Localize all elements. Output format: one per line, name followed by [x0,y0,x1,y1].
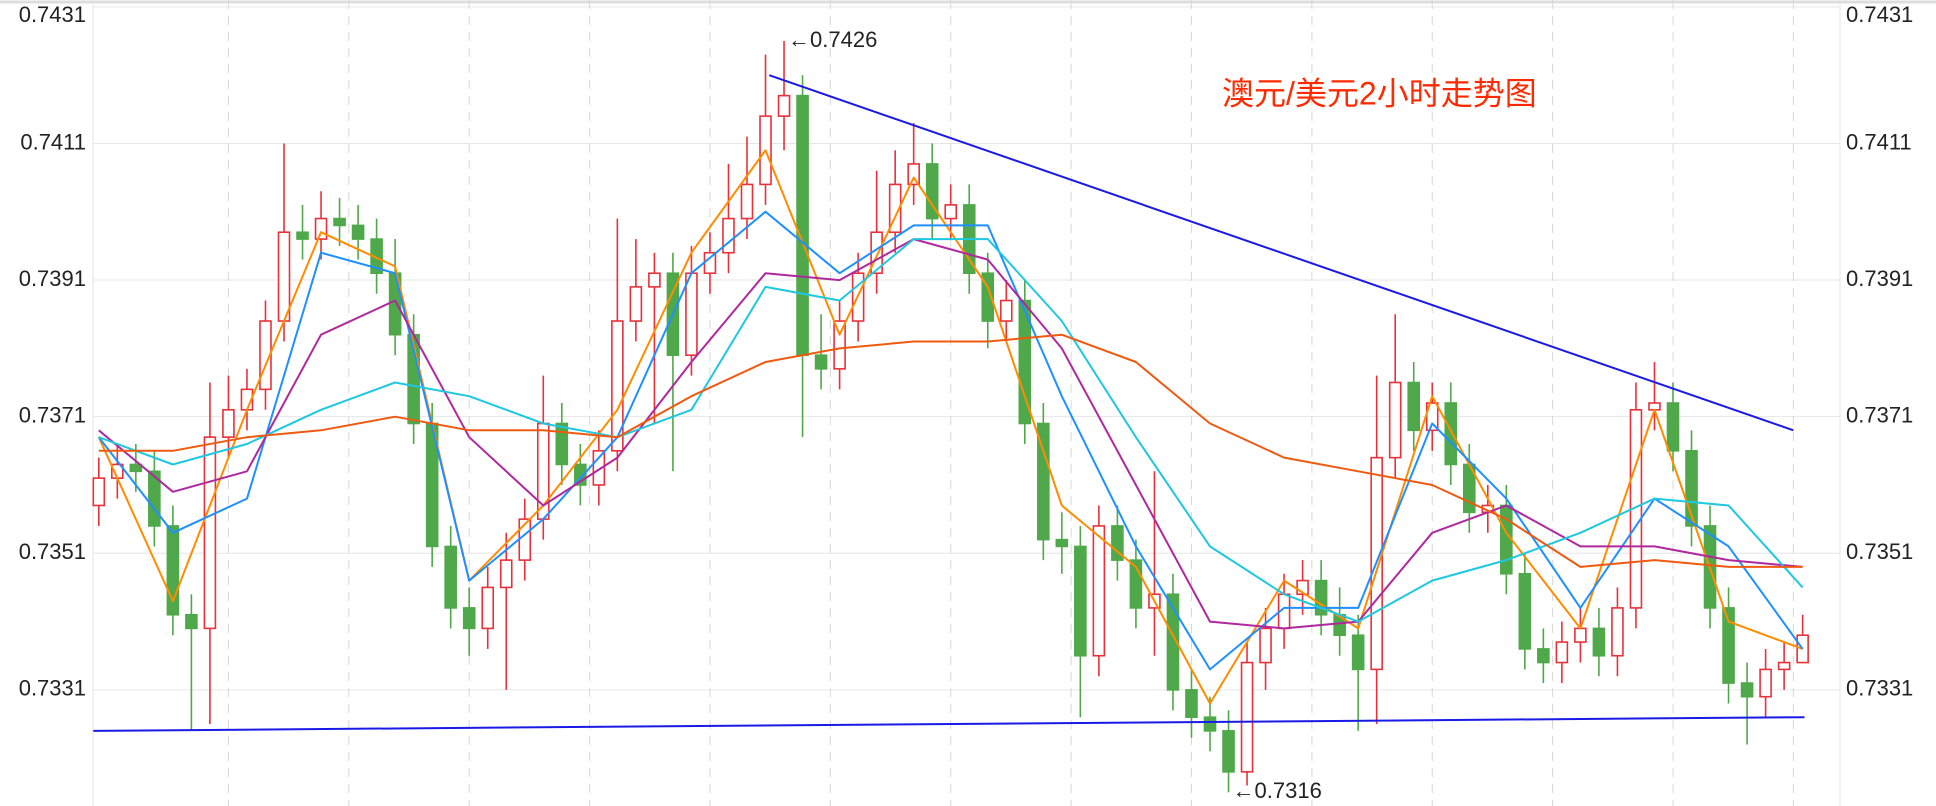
candle-body [999,299,1013,322]
candle-body [1425,402,1439,432]
moving-average-line [97,149,1803,705]
candle-body [1388,381,1402,459]
y-tick-label-left: 0.7351 [19,539,86,564]
trend-line [768,74,1794,432]
candle-body [1759,668,1772,698]
candle-body [333,217,346,227]
candle-body [1537,648,1550,664]
candle-body [1574,627,1587,643]
y-tick-label-left: 0.7371 [19,402,86,427]
candle-body [1296,579,1309,596]
candle-body [351,224,365,240]
candle-body [981,272,995,322]
candle-body [1203,716,1217,732]
candle-body [1500,504,1513,575]
candle-body [444,545,457,609]
candle-body [1351,634,1365,671]
candle-body [1166,593,1180,691]
candle-body [1611,607,1624,657]
y-tick-label-left: 0.7431 [19,2,86,27]
candle-body [462,607,476,630]
candle-body [685,272,698,356]
candle-body [833,320,846,370]
candle-body [907,163,920,186]
y-tick-label-right: 0.7391 [1846,266,1913,291]
candle-body [1777,661,1791,671]
y-tick-label-right: 0.7371 [1846,402,1913,427]
candle-body [1018,299,1032,425]
candle-body [1518,572,1532,650]
moving-average-line [98,210,1804,671]
candle-body [259,320,272,391]
candle-body [611,320,624,452]
candle-body [166,525,180,616]
candle-body [499,559,513,589]
candle-body [1407,381,1421,432]
candle-body [1129,559,1143,609]
moving-average-line [98,238,1803,630]
annotation: ←0.7426 [788,27,877,52]
candle-body [740,183,754,220]
candle-body [555,422,569,466]
candle-body [129,463,143,473]
y-tick-label-left: 0.7411 [20,129,86,154]
candle-body [1240,661,1254,773]
trend-line [93,716,1805,732]
candle-body [1740,682,1754,698]
candle-body [1444,402,1458,466]
candle-body [796,94,809,356]
y-tick-label-right: 0.7411 [1846,129,1912,154]
candle-body [1092,525,1106,657]
candle-body [1796,634,1809,664]
candle-body [1055,538,1069,548]
candle-body [222,409,235,438]
candle-body [185,613,198,630]
candle-body [1666,402,1680,452]
candle-body [925,163,939,220]
candle-body [1185,689,1198,719]
candle-body [592,450,606,486]
chart-title: 澳元/美元2小时走势图 [1222,75,1537,111]
candle-body [1037,422,1050,541]
candle-body [1722,607,1735,684]
candle-body [777,94,791,117]
y-tick-label-left: 0.7391 [19,266,86,291]
candle-body [888,183,902,234]
candle-body [722,217,735,254]
candle-body [1685,450,1698,527]
candle-body [1555,641,1569,664]
candle-body [1314,579,1328,616]
candle-body [277,231,291,322]
moving-average-line [98,333,1803,568]
candle-body [148,470,161,527]
candle-body [203,436,217,630]
candle-body [1111,525,1124,561]
candle-body [1592,627,1606,657]
candle-body [574,463,587,486]
candle-body [629,286,643,322]
moving-average-line [98,238,1804,623]
candle-body [314,217,328,240]
candle-body [1222,730,1235,773]
y-tick-label-left: 0.7331 [19,676,86,701]
candle-body [92,477,106,507]
y-tick-label-right: 0.7351 [1846,539,1913,564]
candle-body [814,354,828,370]
candle-body [944,204,958,220]
annotation: ←0.7316 [1233,778,1322,803]
candle-body [481,586,495,630]
candle-body [296,231,309,240]
candle-body [1259,627,1272,664]
candle-body [1074,545,1087,657]
y-tick-label-right: 0.7431 [1846,2,1913,27]
candle-body [648,272,661,288]
y-tick-label-right: 0.7331 [1846,676,1913,701]
